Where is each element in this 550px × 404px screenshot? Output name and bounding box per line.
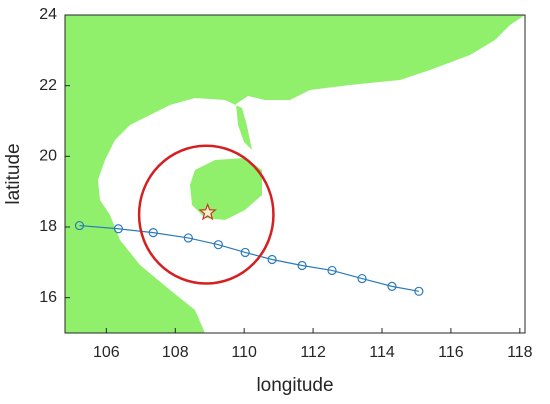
plot [74, 144, 424, 296]
track-point [148, 228, 158, 238]
x-tick-label: 118 [507, 344, 533, 361]
y-tick-label: 20 [39, 148, 57, 165]
y-tick-label: 24 [39, 6, 57, 23]
land [65, 15, 525, 333]
track-point [387, 281, 397, 291]
x-tick-label: 114 [369, 344, 395, 361]
track-point [240, 247, 250, 258]
track-point [297, 260, 307, 271]
track-point [357, 273, 367, 284]
track-point [267, 254, 277, 265]
track-point [213, 240, 223, 250]
x-tick-label: 110 [231, 344, 257, 361]
x-axis-title: longitude [256, 375, 333, 396]
track-point [414, 286, 424, 296]
y-tick-label: 18 [39, 218, 57, 235]
track-point [183, 233, 193, 243]
axes-box [64, 14, 526, 334]
y-axis-title: latitude [3, 143, 24, 204]
track-point [113, 224, 124, 234]
y-tick-label: 16 [39, 289, 57, 306]
x-tick-label: 112 [300, 344, 326, 361]
star-marker [198, 202, 217, 221]
range-circle [137, 144, 275, 285]
x-tick-label: 108 [162, 344, 189, 361]
x-tick-label: 116 [438, 344, 464, 361]
track-point [74, 220, 85, 231]
track-point [327, 265, 337, 276]
y-tick-label: 22 [39, 77, 57, 94]
x-tick-label: 106 [93, 344, 120, 361]
